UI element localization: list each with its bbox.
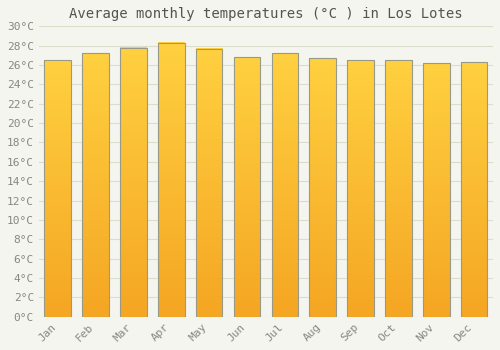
Bar [234,57,260,317]
Bar [196,49,222,317]
Bar [348,60,374,317]
Bar [272,54,298,317]
Bar [310,58,336,317]
Bar [120,48,146,317]
Bar [82,54,109,317]
Bar [158,43,184,317]
Bar [461,62,487,317]
Bar [44,60,71,317]
Bar [385,60,411,317]
Bar [423,63,450,317]
Title: Average monthly temperatures (°C ) in Los Lotes: Average monthly temperatures (°C ) in Lo… [69,7,462,21]
